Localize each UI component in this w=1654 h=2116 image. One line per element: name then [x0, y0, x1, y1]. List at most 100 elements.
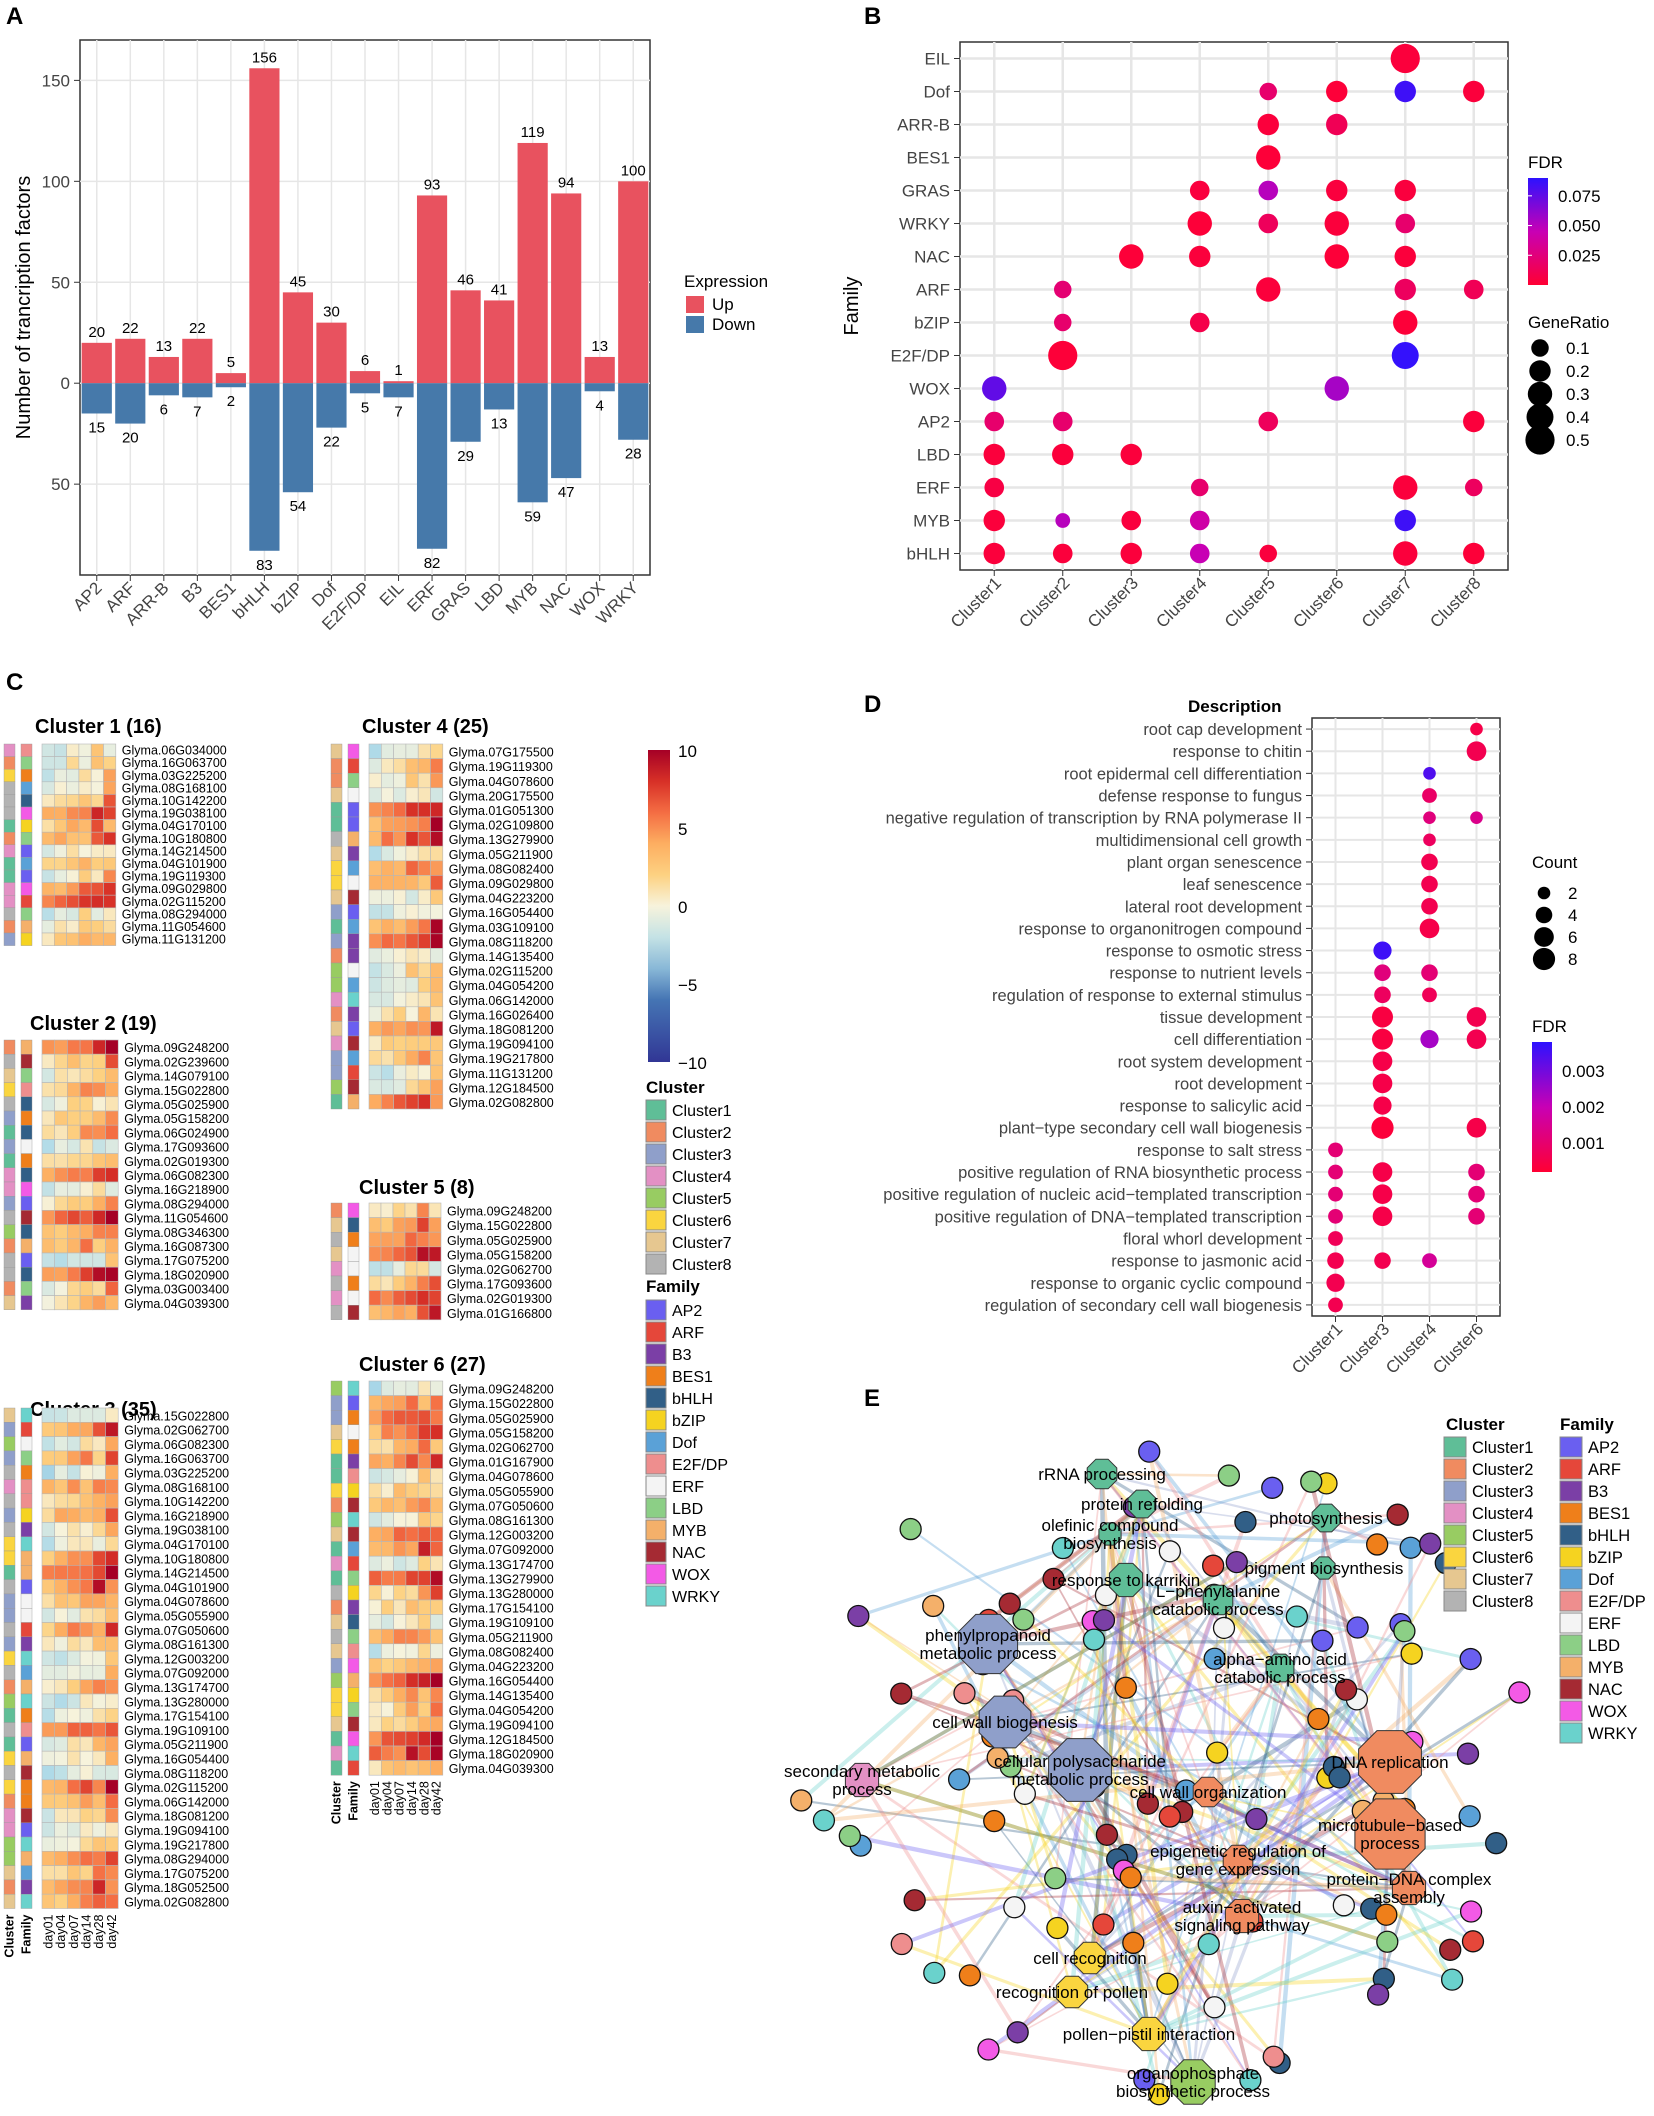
dot-cluster5	[1256, 277, 1281, 302]
cluster-legend-label: Cluster8	[672, 1257, 732, 1274]
term-label-line: catabolic process	[1152, 1600, 1283, 1619]
family-annotation-cell	[20, 1851, 33, 1866]
term-label: epigenetic regulation of gene expression	[1150, 1842, 1326, 1879]
family-annotation-cell	[20, 1266, 33, 1282]
heatmap-cell	[41, 869, 55, 883]
dot-cluster2	[1054, 280, 1072, 299]
heatmap-cell	[405, 875, 419, 891]
gene-label: Glyma.10G180800	[124, 1552, 229, 1566]
heatmap-cell	[417, 758, 431, 774]
bar-up	[215, 373, 246, 384]
heatmap-cell	[430, 875, 444, 891]
heatmap-cell	[103, 869, 117, 883]
gene-label: Glyma.04G078600	[124, 1595, 229, 1609]
heatmap-cell	[368, 1482, 382, 1499]
heatmap-cell	[54, 1266, 68, 1282]
heatmap-cell	[41, 1407, 55, 1423]
data-label-up: 94	[558, 174, 575, 191]
heatmap-cell	[368, 875, 382, 891]
heatmap-cell	[393, 1526, 407, 1542]
gene-label: Glyma.02G062700	[449, 1441, 554, 1455]
cluster-legend-swatch	[1443, 1568, 1467, 1590]
heatmap-cell	[105, 1665, 119, 1681]
gene-label: Glyma.20G175500	[449, 789, 554, 803]
gene-node	[1092, 1608, 1116, 1632]
family-annotation-cell	[347, 1202, 360, 1218]
cluster-annotation-cell	[3, 1181, 16, 1197]
heatmap-cell	[54, 1636, 68, 1652]
heatmap-cell	[54, 1693, 68, 1709]
cluster-annotation-cell	[330, 977, 343, 993]
y-tick-label: response to chitin	[1173, 743, 1302, 761]
x-tick-label: Cluster7	[1358, 573, 1416, 631]
cluster-annotation-cell	[3, 1522, 16, 1537]
x-label-day: day07	[67, 1914, 81, 1948]
heatmap-cell	[67, 1110, 81, 1126]
network-edge	[1191, 1561, 1239, 2083]
heatmap-cell	[41, 1082, 55, 1098]
heatmap-cell	[417, 1526, 431, 1542]
dot-cluster5	[1259, 544, 1277, 563]
dot-cluster1	[1328, 1231, 1343, 1246]
heatmap-cell	[79, 1450, 94, 1466]
network-edge	[1148, 1483, 1328, 2035]
heatmap-cell	[41, 1536, 55, 1552]
heatmap-cell	[368, 845, 382, 862]
panel-letter-c: C	[6, 669, 23, 696]
cluster-annotation-cell	[330, 1512, 343, 1528]
cluster-legend-label: Cluster1	[1472, 1439, 1533, 1457]
network-edge	[1223, 1627, 1239, 1861]
heatmap-cell	[92, 1507, 106, 1523]
heatmap-cell	[380, 904, 394, 920]
cluster-annotation-cell	[3, 769, 16, 783]
gene-label: Glyma.14G079100	[124, 1070, 229, 1084]
heatmap-cell	[405, 1541, 419, 1557]
data-label-up: 5	[227, 354, 235, 371]
dot-cluster3	[1372, 1162, 1393, 1182]
heatmap-cell	[79, 1252, 94, 1268]
cluster-annotation-cell	[3, 781, 16, 795]
family-annotation-cell	[347, 1453, 360, 1469]
gene-label: Glyma.08G346300	[124, 1226, 229, 1240]
heatmap-cell	[103, 806, 117, 820]
heatmap-cell	[430, 1745, 444, 1761]
cluster-annotation-cell	[3, 1153, 16, 1168]
term-label-line: metabolic process	[1011, 1770, 1148, 1789]
heatmap-cell	[368, 948, 382, 964]
gene-node	[1225, 1550, 1248, 1574]
cluster-annotation-cell	[330, 1006, 343, 1022]
heatmap-cell	[417, 1643, 431, 1659]
heatmap-cell	[67, 1238, 81, 1254]
gene-label: Glyma.06G142000	[124, 1795, 229, 1809]
dot-cluster1	[1328, 1164, 1343, 1180]
heatmap-cell	[380, 933, 394, 949]
network-edge	[1272, 1517, 1328, 2057]
dot-cluster7	[1394, 179, 1416, 202]
heatmap-cell	[41, 882, 55, 896]
heatmap-cell	[404, 1217, 418, 1233]
cluster-annotation-cell	[330, 802, 343, 818]
cluster-annotation-cell	[3, 1836, 16, 1852]
network-edge	[1185, 1788, 1410, 1890]
family-annotation-cell	[347, 1035, 360, 1051]
dot-cluster1	[983, 509, 1005, 532]
gene-node	[899, 1517, 922, 1541]
network-edge	[1132, 1942, 1194, 2083]
heatmap-cell	[405, 1570, 419, 1586]
heatmap-cell	[380, 1658, 394, 1674]
gene-node	[1003, 1896, 1026, 1919]
heatmap-cell	[405, 904, 419, 920]
heatmap-cell	[405, 1731, 419, 1747]
heatmap-cell	[368, 1599, 382, 1615]
heatmap-cell	[393, 1395, 407, 1411]
dot-cluster3	[1372, 1028, 1393, 1050]
heatmap-cell	[405, 1409, 419, 1426]
gene-label: Glyma.13G174700	[124, 1681, 229, 1695]
term-label-line: assembly	[1373, 1888, 1445, 1907]
heatmap-cell	[78, 882, 92, 896]
gene-node	[1311, 1629, 1334, 1652]
heatmap-cell	[405, 1094, 419, 1110]
family-legend-label: BES1	[1588, 1505, 1630, 1523]
heatmap-cell	[79, 1593, 94, 1609]
family-annotation-cell	[347, 1541, 360, 1557]
